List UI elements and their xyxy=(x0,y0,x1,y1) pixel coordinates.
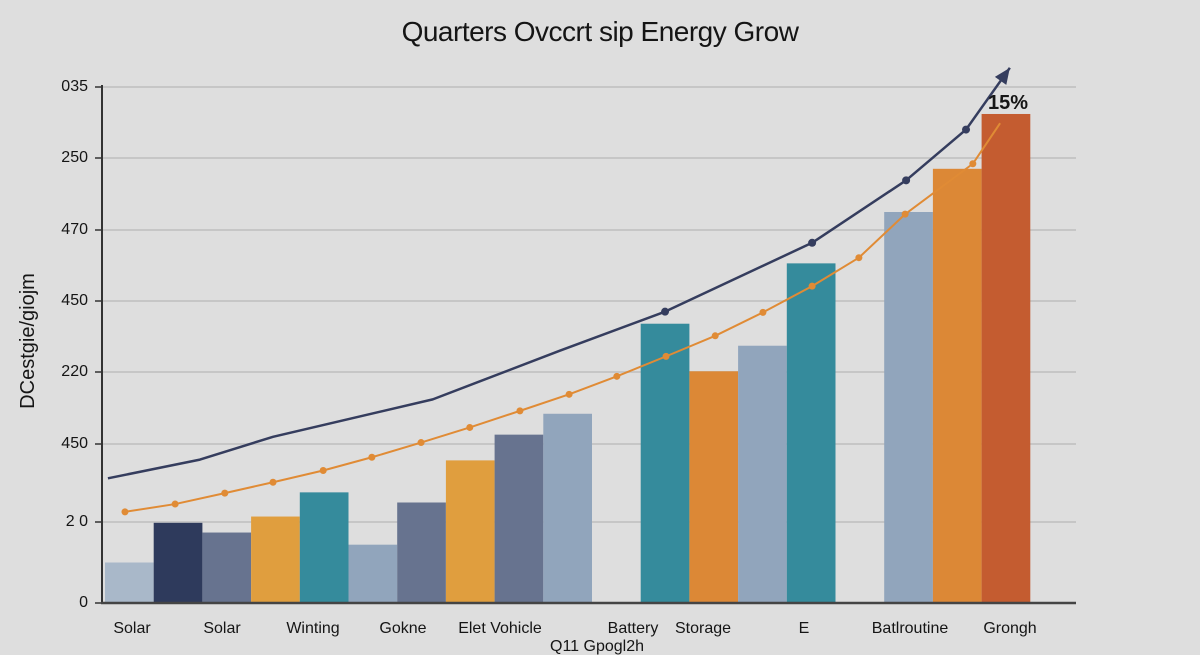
line-point xyxy=(661,307,670,316)
bar xyxy=(494,434,544,603)
x-tick-label: Solar xyxy=(113,620,151,637)
chart-title: Quarters Ovccrt sip Energy Grow xyxy=(401,16,799,47)
line-point xyxy=(269,478,277,486)
y-tick-label: 0 xyxy=(79,594,88,611)
x-tick-label: Solar xyxy=(203,620,241,637)
line-point xyxy=(901,210,909,218)
line-point xyxy=(759,308,767,316)
bar xyxy=(153,522,203,603)
y-tick-label: 470 xyxy=(61,221,88,238)
line-point xyxy=(711,332,719,340)
line-point xyxy=(808,238,817,247)
line-point xyxy=(855,254,863,262)
bar xyxy=(543,413,592,603)
x-axis-subtitle: Q11 Gpogl2h xyxy=(550,638,644,655)
line-point xyxy=(902,176,911,185)
y-tick-label: 2 0 xyxy=(65,513,88,530)
bar xyxy=(397,502,446,603)
line-point xyxy=(319,467,327,475)
x-tick-label: Battery xyxy=(607,620,659,637)
line-point xyxy=(969,160,977,168)
bar xyxy=(884,212,933,603)
bar xyxy=(445,460,495,603)
line-point xyxy=(516,407,524,415)
line-point xyxy=(466,423,474,431)
x-tick-label: Gokne xyxy=(379,620,427,637)
line-point xyxy=(808,282,816,290)
line-point xyxy=(368,453,376,461)
trend-line xyxy=(107,67,1011,480)
x-tick-label: E xyxy=(798,620,810,637)
bar xyxy=(105,562,154,603)
x-tick-label: Storage xyxy=(674,620,732,637)
bar xyxy=(202,532,252,603)
bar xyxy=(640,323,690,603)
bar xyxy=(689,371,739,603)
bar xyxy=(348,544,398,603)
line-point xyxy=(121,508,129,516)
x-tick-label: Elet Vohicle xyxy=(458,620,542,637)
y-tick-label: 220 xyxy=(61,363,88,380)
line-point xyxy=(613,372,621,380)
bar xyxy=(932,168,982,604)
line-point xyxy=(662,352,670,360)
y-tick-label: 035 xyxy=(61,78,88,95)
x-tick-label: Winting xyxy=(286,620,340,637)
bar xyxy=(981,113,1031,603)
arrow-head-icon xyxy=(994,67,1010,85)
bar xyxy=(251,516,300,603)
y-tick-label: 450 xyxy=(61,292,88,309)
growth-annotation: 15% xyxy=(988,92,1028,114)
x-tick-label: Batlroutine xyxy=(871,620,949,637)
bar xyxy=(786,263,836,603)
y-tick-label: 250 xyxy=(61,149,88,166)
line-point xyxy=(221,489,229,497)
bar xyxy=(738,345,787,603)
x-tick-label: Grongh xyxy=(983,620,1037,637)
line-point xyxy=(962,125,971,134)
bar xyxy=(299,492,349,603)
line-point xyxy=(171,500,179,508)
y-tick-label: 450 xyxy=(61,435,88,452)
line-point xyxy=(565,390,573,398)
line-point xyxy=(417,439,425,447)
